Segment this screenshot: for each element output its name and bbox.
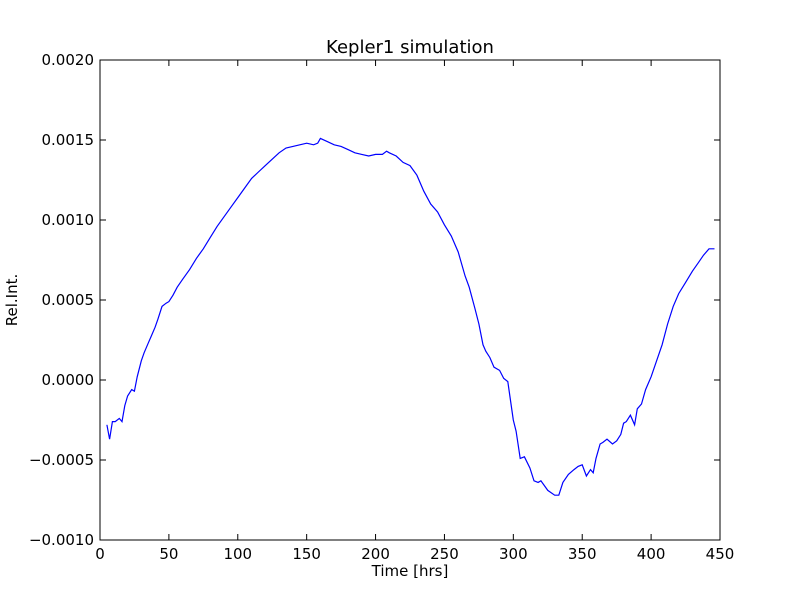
x-tick-label: 350 <box>568 545 597 563</box>
plot-area <box>99 59 721 541</box>
x-tick-label: 200 <box>361 545 390 563</box>
series-line <box>106 137 715 496</box>
x-tick-label: 300 <box>499 545 528 563</box>
x-tick-label: 150 <box>292 545 321 563</box>
y-tick-label: 0.0015 <box>42 131 95 149</box>
y-axis-title: Rel.Int. <box>3 274 21 327</box>
x-axis: 0 50 100 150 200 250 300 350 400 450 <box>95 60 734 563</box>
y-tick-label: 0.0020 <box>42 51 95 69</box>
x-tick-label: 450 <box>706 545 735 563</box>
y-tick-label: −0.0010 <box>29 531 94 549</box>
y-tick-label: −0.0005 <box>29 451 94 469</box>
y-axis: −0.0010 −0.0005 0.0000 0.0005 0.0010 0.0015 0.… <box>29 51 720 549</box>
x-tick-label: 0 <box>95 545 105 563</box>
x-axis-title: Time [hrs] <box>371 562 449 580</box>
y-tick-label: 0.0000 <box>42 371 95 389</box>
x-tick-label: 50 <box>159 545 178 563</box>
x-tick-label: 400 <box>637 545 666 563</box>
y-tick-label: 0.0010 <box>42 211 95 229</box>
y-tick-label: 0.0005 <box>42 291 95 309</box>
plot-frame <box>99 59 721 541</box>
x-tick-label: 250 <box>430 545 459 563</box>
x-tick-label: 100 <box>223 545 252 563</box>
chart-title: Kepler1 simulation <box>326 37 494 58</box>
